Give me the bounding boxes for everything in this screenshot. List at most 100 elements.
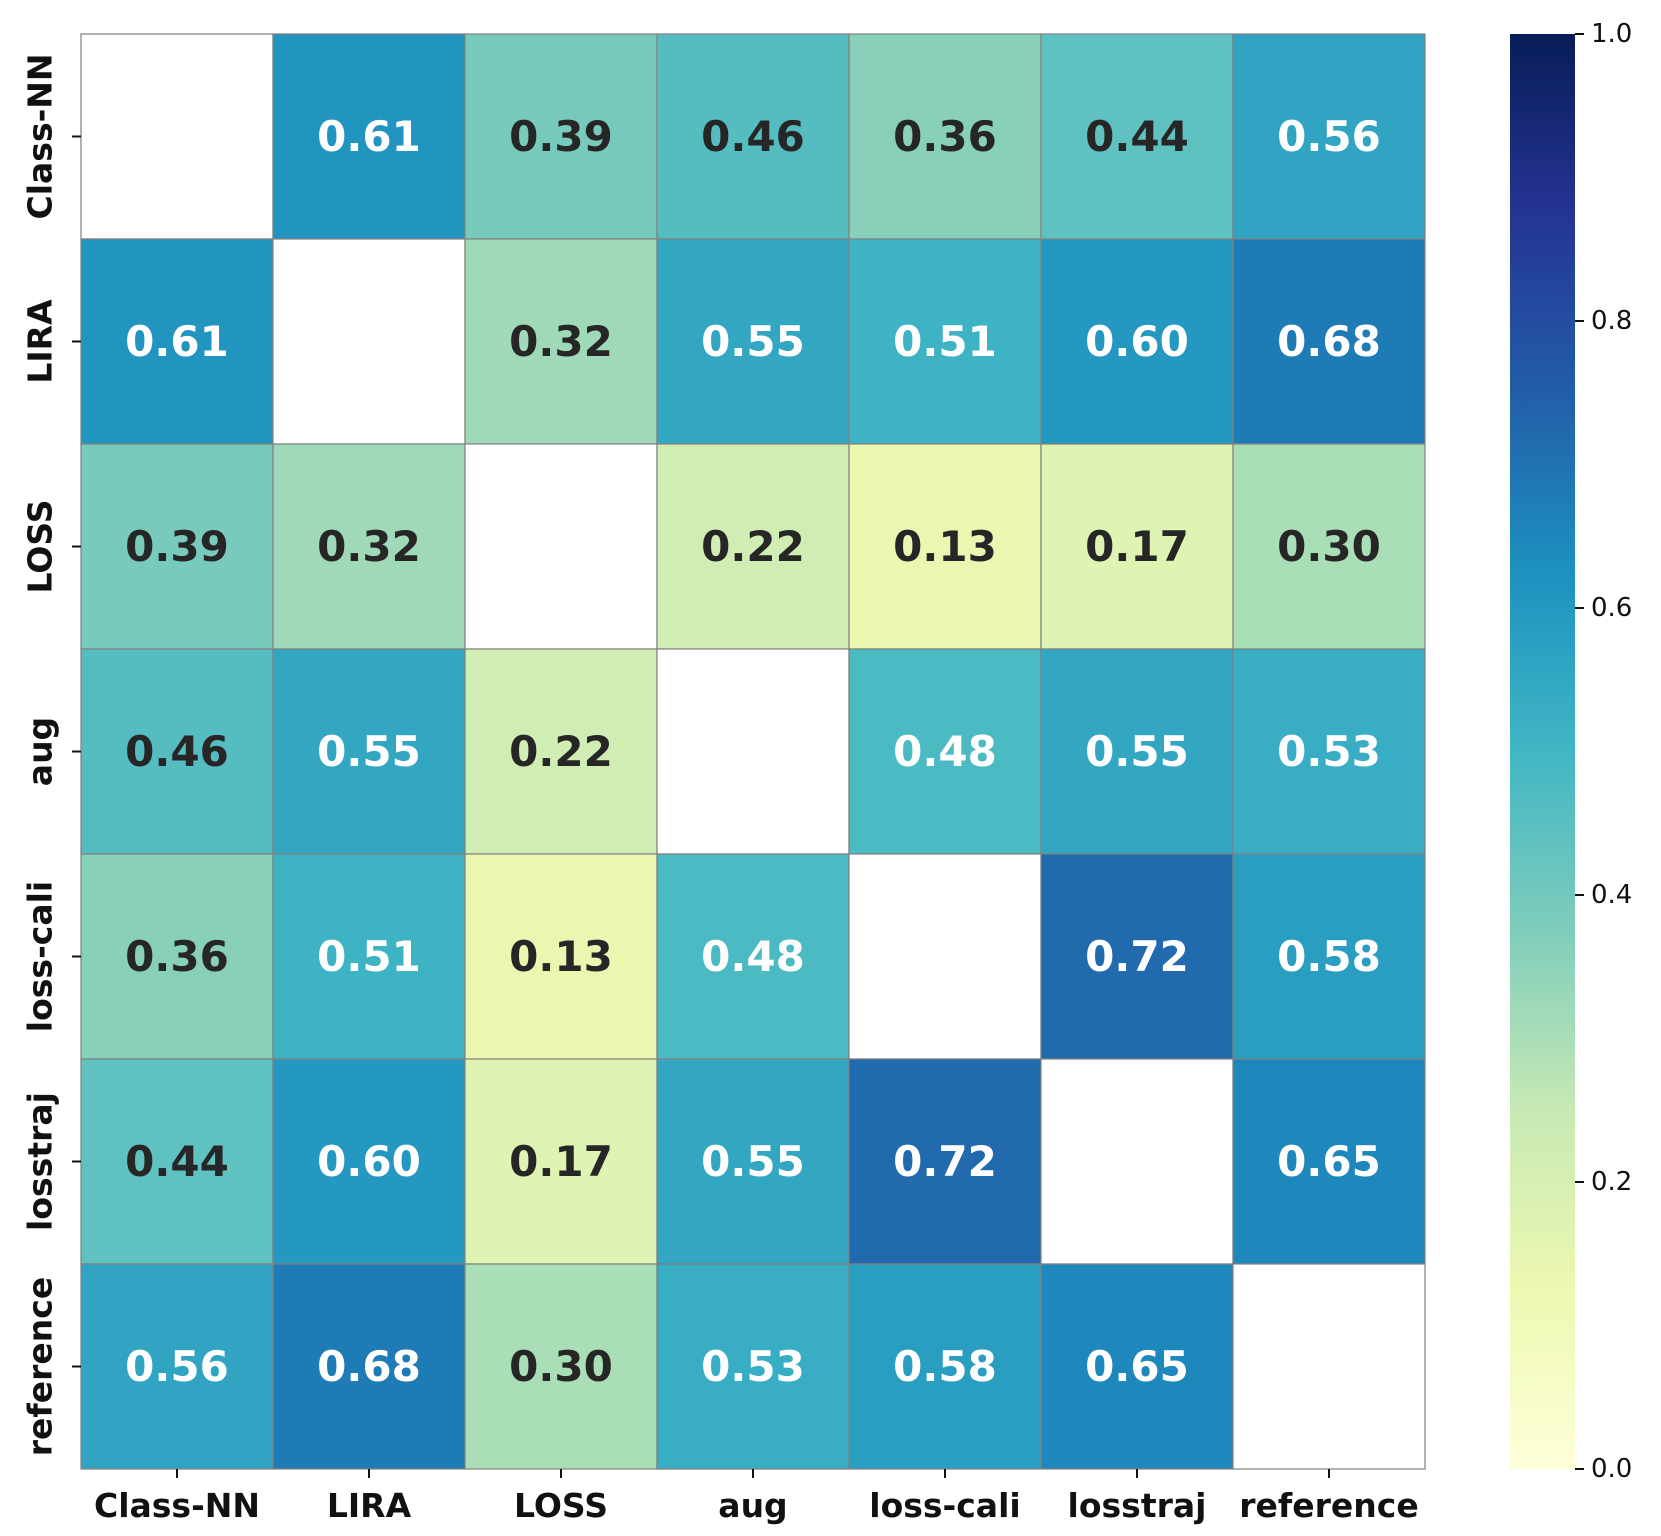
colorbar-gradient [1510,34,1575,1469]
y-axis: Class-NN LIRA LOSS aug loss-cali losstraj refe… [21,53,81,1457]
y-tick-label-loss: LOSS [21,500,60,594]
cell-value-aug-loss-cali: 0.48 [893,727,997,776]
heatmap-cell-loss-cali-reference [1232,853,1426,1060]
cell-value-lira-reference: 0.68 [1277,317,1381,366]
cell-value-losstraj-loss: 0.17 [509,1137,613,1186]
cell-value-loss-losstraj: 0.17 [1085,522,1189,571]
heatmap-cell-loss-cali-loss [464,853,658,1060]
heatmap-cell-aug-aug [656,648,850,855]
heatmap-cell-loss-cali-losstraj [1040,853,1234,1060]
heatmap-cell-class-nn-losstraj [1040,33,1234,240]
heatmap-cell-class-nn-loss [464,33,658,240]
cell-value-loss-aug: 0.22 [701,522,805,571]
cell-value-loss-cali-lira: 0.51 [317,932,421,981]
cell-value-loss-cali-loss: 0.13 [509,932,613,981]
heatmap-cell-loss-reference [1232,443,1426,650]
y-tick-label-lira: LIRA [21,299,60,384]
x-tick-label-class-nn: Class-NN [94,1486,260,1525]
x-tick-label-loss: LOSS [514,1486,608,1525]
heatmap-cell-reference-loss [464,1263,658,1470]
heatmap-cell-aug-losstraj [1040,648,1234,855]
heatmap-cell-aug-class-nn [80,648,274,855]
heatmap-cell-aug-loss-cali [848,648,1042,855]
x-tick-label-aug: aug [718,1486,787,1525]
heatmap-cell-class-nn-reference [1232,33,1426,240]
y-tick-label-class-nn: Class-NN [21,53,60,219]
y-tick-label-reference: reference [21,1277,60,1457]
heatmap-cell-reference-class-nn [80,1263,274,1470]
cell-value-reference-class-nn: 0.56 [125,1342,229,1391]
cell-value-lira-losstraj: 0.60 [1085,317,1189,366]
heatmap-cell-lira-lira [272,238,466,445]
cell-value-loss-class-nn: 0.39 [125,522,229,571]
cell-value-loss-cali-losstraj: 0.72 [1085,932,1189,981]
heatmap-cell-class-nn-loss-cali [848,33,1042,240]
heatmap-cell-loss-loss [464,443,658,650]
heatmap-cell-loss-loss-cali [848,443,1042,650]
heatmap-cell-losstraj-losstraj [1040,1058,1234,1265]
cell-value-losstraj-reference: 0.65 [1277,1137,1381,1186]
heatmap-cell-loss-cali-class-nn [80,853,274,1060]
cell-value-aug-reference: 0.53 [1277,727,1381,776]
colorbar: 0.0 0.2 0.4 0.6 0.8 1.0 [1510,19,1632,1484]
heatmap-cell-loss-lira [272,443,466,650]
cell-value-losstraj-aug: 0.55 [701,1137,805,1186]
cell-value-class-nn-lira: 0.61 [317,112,421,161]
cell-value-lira-loss-cali: 0.51 [893,317,997,366]
cell-value-reference-lira: 0.68 [317,1342,421,1391]
heatmap-cell-aug-lira [272,648,466,855]
x-axis: Class-NN LIRA LOSS aug loss-cali losstraj refe… [94,1469,1419,1525]
heatmap-cell-lira-loss [464,238,658,445]
cell-value-loss-reference: 0.30 [1277,522,1381,571]
heatmap-cell-loss-cali-lira [272,853,466,1060]
heatmap-cell-loss-cali-loss-cali [848,853,1042,1060]
cell-value-lira-class-nn: 0.61 [125,317,229,366]
heatmap-cell-losstraj-class-nn [80,1058,274,1265]
cell-value-class-nn-loss: 0.39 [509,112,613,161]
heatmap-cell-reference-lira [272,1263,466,1470]
heatmap-cell-class-nn-class-nn [80,33,274,240]
cell-value-class-nn-reference: 0.56 [1277,112,1381,161]
cell-value-loss-lira: 0.32 [317,522,421,571]
heatmap-cell-aug-reference [1232,648,1426,855]
cell-value-class-nn-losstraj: 0.44 [1085,112,1189,161]
heatmap-cell-loss-aug [656,443,850,650]
cell-value-aug-loss: 0.22 [509,727,613,776]
cell-value-aug-losstraj: 0.55 [1085,727,1189,776]
cell-value-loss-loss-cali: 0.13 [893,522,997,571]
heatmap-cell-reference-aug [656,1263,850,1470]
heatmap-cell-losstraj-aug [656,1058,850,1265]
cell-value-aug-lira: 0.55 [317,727,421,776]
cell-value-lira-aug: 0.55 [701,317,805,366]
cell-value-losstraj-lira: 0.60 [317,1137,421,1186]
colorbar-tick-label: 0.4 [1591,880,1632,910]
y-tick-label-aug: aug [21,717,60,786]
cell-value-reference-aug: 0.53 [701,1342,805,1391]
cell-value-loss-cali-reference: 0.58 [1277,932,1381,981]
cell-value-losstraj-class-nn: 0.44 [125,1137,229,1186]
y-tick-label-loss-cali: loss-cali [21,881,60,1032]
heatmap-cell-reference-losstraj [1040,1263,1234,1470]
y-tick-label-losstraj: losstraj [21,1092,60,1231]
heatmap-cell-loss-cali-aug [656,853,850,1060]
cell-value-reference-loss: 0.30 [509,1342,613,1391]
heatmap-cells [80,33,1426,1470]
x-tick-label-lira: LIRA [327,1486,412,1525]
x-tick-label-losstraj: losstraj [1068,1486,1207,1525]
cell-value-reference-loss-cali: 0.58 [893,1342,997,1391]
heatmap-cell-class-nn-aug [656,33,850,240]
heatmap-cell-labels: 0.61 0.39 0.46 0.36 0.44 0.56 0.61 0.32 0.55 0.51… [125,112,1381,1391]
heatmap-cell-loss-class-nn [80,443,274,650]
cell-value-losstraj-loss-cali: 0.72 [893,1137,997,1186]
x-tick-label-reference: reference [1239,1486,1419,1525]
colorbar-tick-label: 0.6 [1591,593,1632,623]
heatmap-cell-loss-losstraj [1040,443,1234,650]
heatmap-cell-lira-class-nn [80,238,274,445]
cell-value-lira-loss: 0.32 [509,317,613,366]
cell-value-class-nn-loss-cali: 0.36 [893,112,997,161]
cell-value-aug-class-nn: 0.46 [125,727,229,776]
heatmap-cell-losstraj-loss-cali [848,1058,1042,1265]
colorbar-tick-label: 0.2 [1591,1167,1632,1197]
cell-value-loss-cali-class-nn: 0.36 [125,932,229,981]
